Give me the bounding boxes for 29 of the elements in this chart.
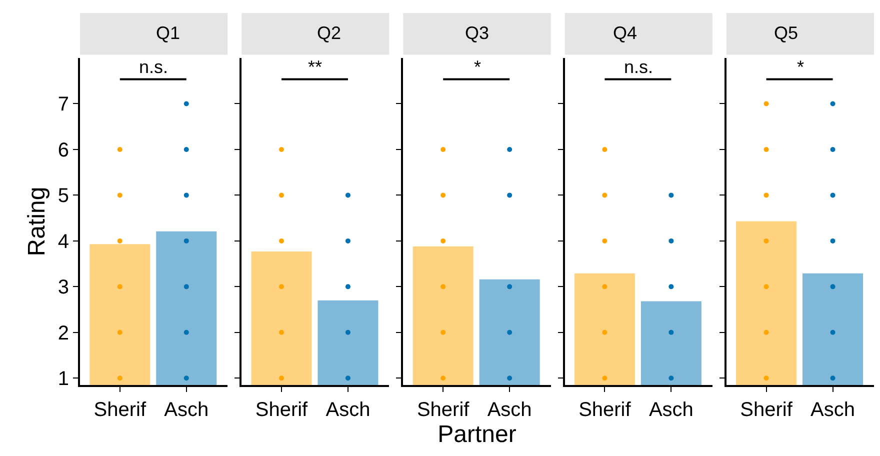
y-tick-label: 3 bbox=[58, 276, 69, 299]
y-tick-label: 6 bbox=[58, 139, 69, 162]
x-tick-label: Asch bbox=[648, 399, 694, 421]
y-tick-label: 2 bbox=[58, 322, 69, 344]
y-tick-label: 7 bbox=[58, 94, 69, 116]
chart-title: Q1 bbox=[156, 23, 180, 43]
x-axis-title: Partner bbox=[438, 421, 516, 448]
x-tick-label: Sherif bbox=[255, 399, 308, 421]
y-axis-title: Rating bbox=[23, 186, 50, 256]
y-tick-label: 4 bbox=[58, 230, 69, 253]
x-tick-label: Asch bbox=[487, 399, 532, 421]
annotation: * bbox=[797, 57, 804, 77]
y-tick-label: 5 bbox=[58, 185, 69, 208]
annotation: * bbox=[474, 57, 482, 77]
x-tick-label: Asch bbox=[810, 399, 856, 421]
chart-title: Q5 bbox=[774, 23, 798, 43]
x-tick-label: Sherif bbox=[416, 399, 470, 421]
annotation: ** bbox=[308, 57, 322, 77]
x-tick-label: Sherif bbox=[578, 399, 632, 421]
chart-title: Q3 bbox=[465, 23, 490, 43]
annotation: n.s. bbox=[139, 57, 168, 77]
x-tick-label: Sherif bbox=[740, 399, 793, 421]
x-tick-label: Asch bbox=[164, 399, 209, 421]
y-tick-label: 1 bbox=[58, 368, 69, 390]
x-tick-label: Sherif bbox=[94, 399, 146, 421]
chart-title: Q4 bbox=[613, 23, 638, 43]
x-tick-label: Asch bbox=[326, 399, 370, 421]
annotation: n.s. bbox=[624, 57, 654, 77]
chart-title: Q2 bbox=[317, 23, 342, 43]
